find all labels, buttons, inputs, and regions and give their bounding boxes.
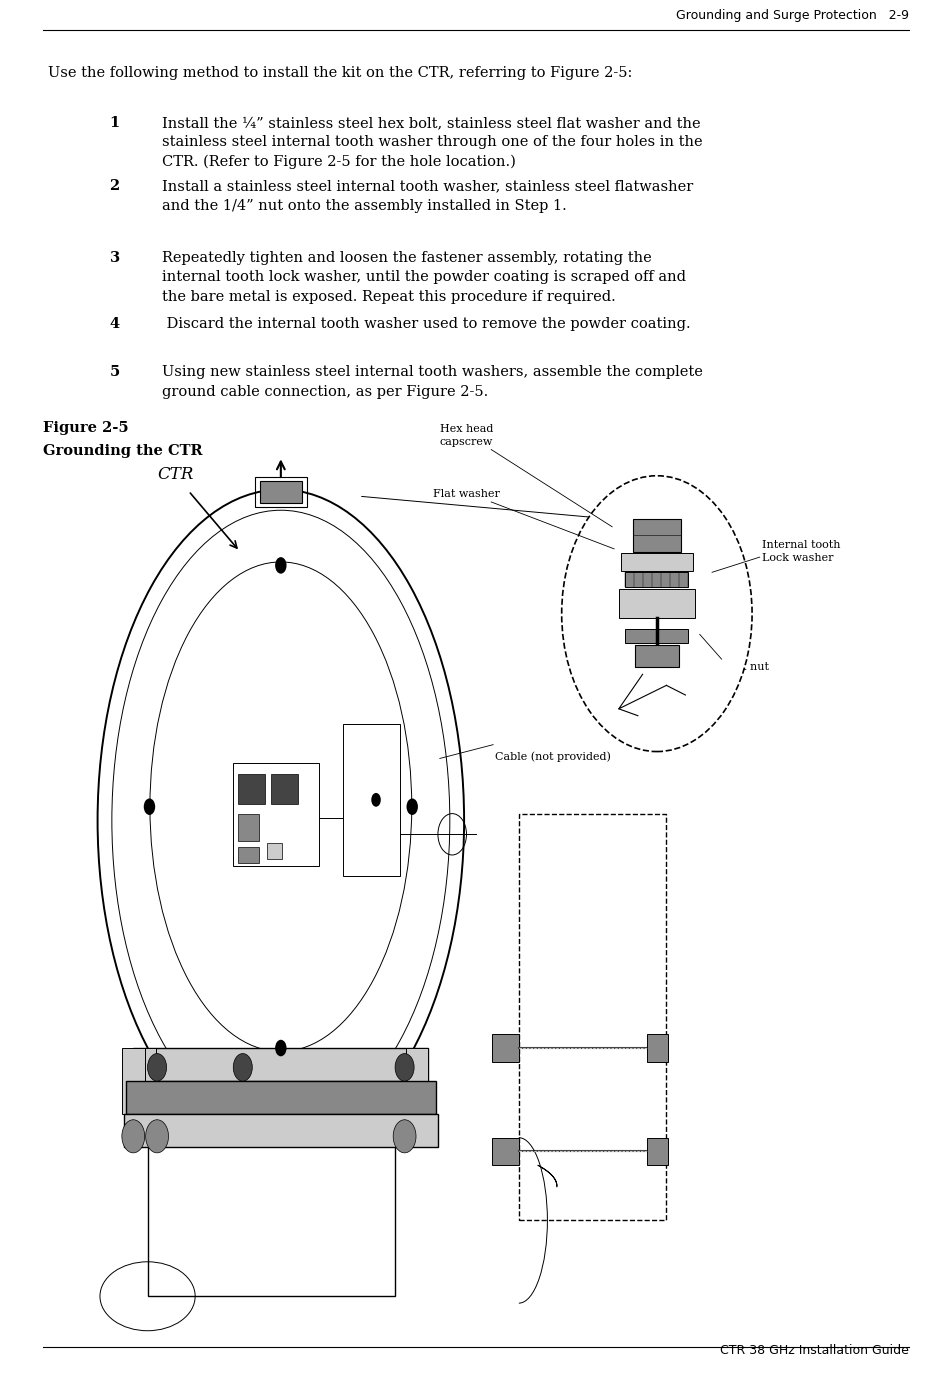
Bar bbox=[635, 645, 679, 667]
Bar bbox=[271, 774, 298, 804]
Text: Repeatedly tighten and loosen the fastener assembly, rotating the
internal tooth: Repeatedly tighten and loosen the fasten… bbox=[162, 251, 685, 303]
Bar bbox=[133, 1048, 156, 1114]
Bar bbox=[343, 724, 400, 876]
Text: Use the following method to install the kit on the CTR, referring to Figure 2-5:: Use the following method to install the … bbox=[48, 66, 632, 80]
Bar bbox=[625, 629, 688, 643]
Text: Grounding and Surge Protection   2-9: Grounding and Surge Protection 2-9 bbox=[676, 10, 909, 22]
Text: Figure 2-5: Figure 2-5 bbox=[43, 421, 129, 434]
Bar bbox=[255, 477, 307, 507]
Bar bbox=[133, 1048, 428, 1081]
Circle shape bbox=[275, 1040, 287, 1056]
Bar bbox=[233, 763, 319, 866]
Text: Hex head
capscrew: Hex head capscrew bbox=[440, 425, 493, 447]
Bar bbox=[122, 1048, 145, 1114]
Bar bbox=[625, 572, 688, 587]
Bar bbox=[647, 1034, 668, 1062]
Text: Install a stainless steel internal tooth washer, stainless steel flatwasher
and : Install a stainless steel internal tooth… bbox=[162, 179, 693, 212]
Bar bbox=[148, 1138, 395, 1296]
Circle shape bbox=[562, 476, 752, 752]
Bar bbox=[267, 843, 282, 859]
Circle shape bbox=[148, 1054, 167, 1081]
Bar bbox=[260, 481, 302, 503]
Bar bbox=[633, 519, 681, 552]
Text: Discard the internal tooth washer used to remove the powder coating.: Discard the internal tooth washer used t… bbox=[162, 317, 690, 331]
Text: 3: 3 bbox=[109, 251, 120, 265]
Bar bbox=[238, 847, 259, 863]
Circle shape bbox=[146, 1120, 169, 1153]
Bar bbox=[238, 814, 259, 841]
Bar bbox=[492, 1138, 519, 1165]
Text: Grounding the CTR: Grounding the CTR bbox=[43, 444, 203, 458]
Bar bbox=[126, 1081, 436, 1114]
Text: Using new stainless steel internal tooth washers, assemble the complete
ground c: Using new stainless steel internal tooth… bbox=[162, 365, 703, 399]
Bar bbox=[124, 1114, 438, 1147]
Bar bbox=[647, 1138, 668, 1165]
Circle shape bbox=[144, 798, 155, 815]
Text: Cable (not provided): Cable (not provided) bbox=[495, 752, 611, 763]
Text: Internal tooth
Lock washer: Internal tooth Lock washer bbox=[762, 541, 840, 563]
Text: Flat washer: Flat washer bbox=[433, 490, 500, 499]
Text: Install the ¼” stainless steel hex bolt, stainless steel flat washer and the
sta: Install the ¼” stainless steel hex bolt,… bbox=[162, 116, 703, 170]
Text: 5: 5 bbox=[109, 365, 120, 379]
Bar bbox=[406, 1048, 428, 1114]
Bar bbox=[619, 589, 695, 618]
Circle shape bbox=[122, 1120, 145, 1153]
Circle shape bbox=[393, 1120, 416, 1153]
Text: 1: 1 bbox=[109, 116, 120, 130]
Circle shape bbox=[407, 798, 418, 815]
Circle shape bbox=[275, 557, 287, 574]
Text: Hex nut: Hex nut bbox=[724, 662, 768, 672]
Circle shape bbox=[233, 1054, 252, 1081]
Text: CTR 38 GHz Installation Guide: CTR 38 GHz Installation Guide bbox=[721, 1345, 909, 1357]
Text: 4: 4 bbox=[109, 317, 120, 331]
Bar bbox=[621, 553, 693, 571]
Text: CTR: CTR bbox=[157, 466, 193, 483]
Circle shape bbox=[395, 1054, 414, 1081]
Text: 2: 2 bbox=[109, 179, 120, 193]
Bar bbox=[492, 1034, 519, 1062]
Circle shape bbox=[371, 793, 381, 807]
Bar bbox=[519, 814, 666, 1220]
Bar bbox=[238, 774, 265, 804]
